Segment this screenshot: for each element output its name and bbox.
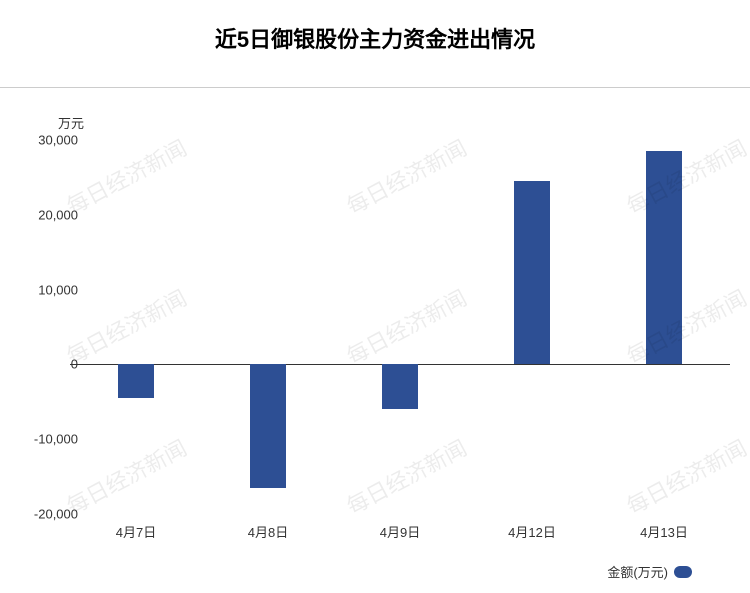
watermark-text: 每日经济新闻: [620, 281, 750, 371]
bar: [250, 364, 287, 487]
x-tick-label: 4月7日: [116, 522, 156, 541]
y-tick-label: 30,000: [38, 133, 78, 148]
watermark-text: 每日经济新闻: [620, 131, 750, 221]
y-tick-label: 20,000: [38, 207, 78, 222]
watermark-text: 每日经济新闻: [60, 131, 192, 221]
bar: [646, 151, 683, 364]
bar: [118, 364, 155, 398]
legend: 金额(万元): [607, 562, 692, 581]
title-divider: [0, 87, 750, 88]
bar: [382, 364, 419, 409]
watermark-text: 每日经济新闻: [60, 281, 192, 371]
y-tick-label: -20,000: [34, 507, 78, 522]
bar: [514, 181, 551, 364]
legend-label: 金额(万元): [607, 562, 668, 581]
watermark-text: 每日经济新闻: [340, 281, 472, 371]
legend-swatch: [674, 566, 692, 578]
x-tick-label: 4月12日: [508, 522, 556, 541]
y-axis-unit: 万元: [58, 113, 84, 132]
watermark-text: 每日经济新闻: [340, 431, 472, 521]
x-tick-label: 4月13日: [640, 522, 688, 541]
y-tick-label: 10,000: [38, 282, 78, 297]
chart-title: 近5日御银股份主力资金进出情况: [0, 22, 750, 54]
watermark-text: 每日经济新闻: [60, 431, 192, 521]
watermark-text: 每日经济新闻: [620, 431, 750, 521]
y-tick-label: -10,000: [34, 432, 78, 447]
x-tick-label: 4月8日: [248, 522, 288, 541]
chart-container: 近5日御银股份主力资金进出情况 万元 30,00020,00010,0000-1…: [0, 0, 750, 593]
x-tick-label: 4月9日: [380, 522, 420, 541]
watermark-text: 每日经济新闻: [340, 131, 472, 221]
